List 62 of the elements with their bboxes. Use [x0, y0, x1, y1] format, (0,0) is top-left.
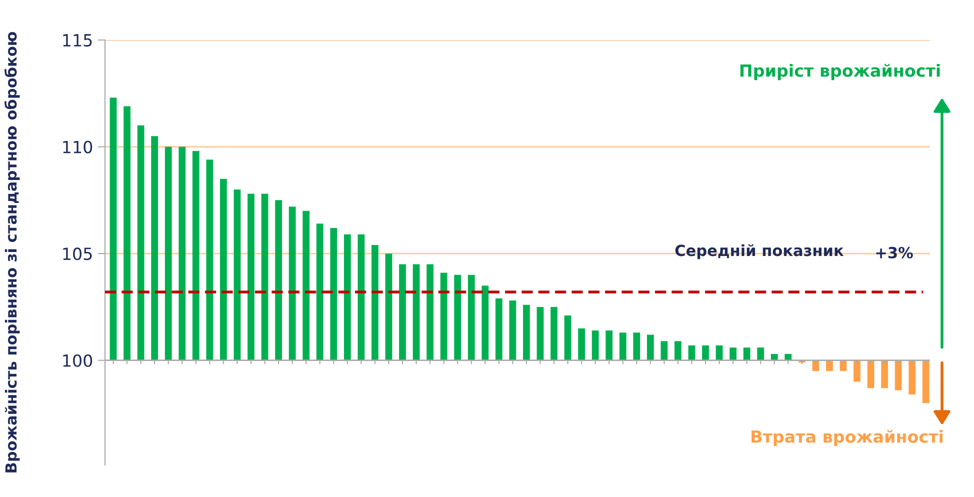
bar [248, 194, 254, 360]
bar [702, 345, 709, 360]
bar [288, 206, 296, 360]
y-axis-title: Врожайність порівняно зі стандартною обробкою [4, 32, 20, 472]
annotation: Втрата врожайності [752, 430, 943, 446]
bar [124, 106, 130, 360]
bar [812, 360, 820, 372]
bar [578, 328, 585, 360]
bar [302, 210, 310, 360]
bar [495, 298, 502, 360]
y-tick-label: 100 [63, 354, 92, 367]
bar [646, 334, 654, 360]
bar [757, 348, 764, 360]
bar [454, 274, 462, 360]
bar [344, 234, 351, 360]
bar [234, 189, 241, 360]
bar [619, 332, 626, 360]
bar [358, 234, 365, 360]
bar [743, 348, 750, 360]
bar [564, 316, 572, 360]
bar [137, 125, 144, 360]
bar [908, 360, 916, 395]
y-tick-label: 105 [63, 248, 92, 260]
bar [922, 360, 930, 404]
bar [412, 264, 420, 360]
bar [399, 264, 406, 360]
annotation: Приріст врожайності [740, 64, 940, 80]
bar [881, 360, 888, 388]
bar [826, 360, 833, 372]
ref-line-label: Середній показник [675, 244, 844, 260]
bar [536, 306, 544, 360]
annotation: +3% [876, 246, 913, 258]
bar [178, 146, 186, 360]
bar [730, 348, 736, 360]
bar [220, 178, 227, 360]
bar [261, 194, 268, 360]
bar [372, 245, 378, 360]
bar [426, 264, 434, 360]
y-tick-label: 115 [63, 34, 92, 47]
bar [550, 306, 558, 360]
bar [468, 274, 475, 360]
bar [523, 304, 530, 360]
bar [206, 160, 214, 360]
bar [674, 341, 682, 360]
y-tick-label: 110 [63, 140, 92, 154]
bar [854, 360, 860, 382]
bar [482, 286, 489, 360]
bar [894, 360, 902, 390]
bar [509, 300, 516, 360]
bar [192, 151, 200, 360]
bar [164, 146, 172, 360]
bar [275, 200, 282, 360]
bar [440, 272, 448, 360]
bar [110, 98, 117, 360]
bar [151, 136, 158, 360]
bar [592, 330, 599, 360]
bar [633, 332, 640, 360]
bar [606, 330, 613, 360]
bar [385, 254, 392, 360]
bar [660, 341, 668, 360]
bar [330, 228, 338, 360]
bar [316, 224, 324, 360]
